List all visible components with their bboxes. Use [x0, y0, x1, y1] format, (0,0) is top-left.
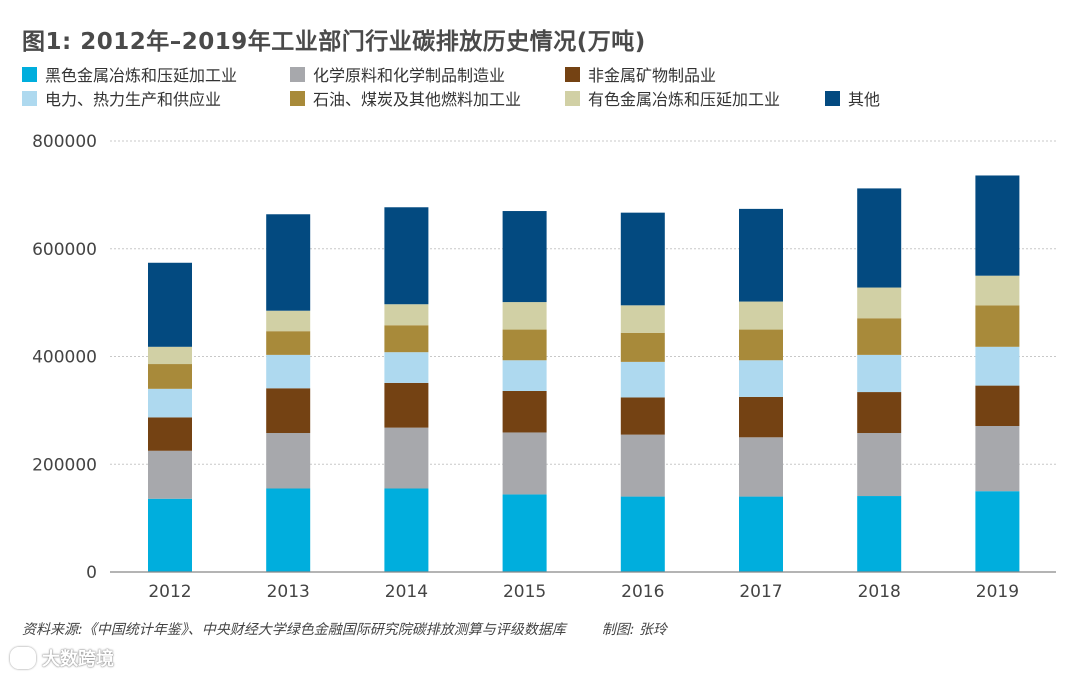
legend-swatch — [565, 66, 580, 82]
bar-segment — [384, 352, 429, 383]
bar-segment — [266, 310, 311, 332]
bar-segment — [620, 496, 665, 572]
legend-swatch — [290, 66, 305, 82]
source-note: 资料来源:《中国统计年鉴》、中央财经大学绿色金融国际研究院碳排放测算与评级数据库… — [22, 619, 667, 639]
x-tick-label: 2016 — [621, 582, 664, 602]
legend-item: 其他 — [825, 86, 880, 110]
bar-segment — [384, 427, 429, 489]
bar-segment — [620, 434, 665, 497]
bar-segment — [384, 382, 429, 428]
bar-segment — [384, 325, 429, 353]
legend-label: 黑色金属冶炼和压延加工业 — [45, 66, 238, 85]
bar-segment — [739, 437, 783, 497]
x-tick-label: 2014 — [385, 582, 428, 602]
y-tick-label: 600000 — [32, 240, 97, 260]
bar-segment — [857, 287, 902, 319]
bar-segment — [502, 360, 547, 391]
bar-segment — [620, 397, 665, 435]
legend-item: 黑色金属冶炼和压延加工业 — [22, 62, 237, 86]
bar-segment — [975, 275, 1020, 306]
bar-segment — [620, 305, 665, 333]
bar-segment — [502, 494, 547, 572]
bar-segment — [148, 498, 192, 572]
legend-swatch — [22, 66, 37, 82]
x-tick-label: 2017 — [739, 582, 782, 602]
legend-swatch — [825, 90, 840, 106]
legend-label: 石油、煤炭及其他燃料加工业 — [313, 90, 522, 109]
x-tick-label: 2013 — [267, 582, 310, 602]
bar-segment — [502, 432, 547, 495]
bar-segment — [148, 388, 192, 418]
bar-segment — [857, 392, 902, 434]
legend-label: 非金属矿物制品业 — [588, 66, 717, 85]
legend-swatch — [22, 90, 37, 106]
bar-segment — [739, 329, 783, 361]
bar-segment — [857, 188, 902, 288]
bar-segment — [148, 262, 192, 347]
bar-segment — [975, 385, 1020, 426]
bar-segment — [148, 450, 192, 499]
y-tick-label: 0 — [86, 563, 97, 583]
chart-title: 图1: 2012年–2019年工业部门行业碳排放历史情况(万吨) — [22, 29, 646, 55]
legend-label: 化学原料和化学制品制造业 — [313, 66, 506, 85]
bar-segment — [975, 491, 1020, 572]
bar-segment — [502, 390, 547, 433]
bar-segment — [857, 496, 902, 572]
bar-segment — [857, 354, 902, 393]
legend-label: 有色金属冶炼和压延加工业 — [588, 90, 781, 109]
bar-segment — [384, 304, 429, 326]
bar-segment — [266, 354, 311, 389]
legend-item: 非金属矿物制品业 — [565, 62, 716, 86]
bar-segment — [266, 433, 311, 489]
bar-segment — [857, 318, 902, 355]
bar-segment — [975, 346, 1020, 386]
bar-segment — [148, 364, 192, 389]
bar-segment — [502, 211, 547, 303]
x-tick-label: 2015 — [503, 582, 546, 602]
legend-item: 石油、煤炭及其他燃料加工业 — [290, 86, 521, 110]
bar-segment — [620, 332, 665, 362]
x-tick-label: 2019 — [976, 582, 1019, 602]
watermark-text: 大数跨境 — [42, 649, 114, 670]
bar-segment — [620, 212, 665, 306]
legend-item: 电力、热力生产和供应业 — [22, 86, 221, 110]
bar-segment — [384, 488, 429, 572]
y-tick-label: 400000 — [32, 348, 97, 368]
x-tick-label: 2012 — [148, 582, 191, 602]
bar-segment — [739, 301, 783, 330]
bar-segment — [975, 305, 1020, 347]
y-tick-label: 800000 — [32, 132, 97, 152]
legend-label: 其他 — [848, 90, 881, 109]
y-tick-label: 200000 — [32, 455, 97, 475]
source-text: 资料来源:《中国统计年鉴》、中央财经大学绿色金融国际研究院碳排放测算与评级数据库 — [22, 622, 566, 638]
bar-segment — [857, 433, 902, 497]
bar-segment — [148, 346, 192, 365]
bar-segment — [502, 329, 547, 361]
bar-segment — [739, 360, 783, 397]
legend-swatch — [565, 90, 580, 106]
legend-label: 电力、热力生产和供应业 — [45, 90, 222, 109]
bar-segment — [739, 208, 783, 302]
bar-segment — [266, 331, 311, 355]
bar-segment — [975, 175, 1020, 276]
legend-swatch — [290, 90, 305, 106]
bar-segment — [502, 302, 547, 330]
bar-segment — [266, 388, 311, 434]
bar-segment — [620, 361, 665, 398]
credit-text: 制图: 张玲 — [601, 622, 667, 638]
watermark-logo-icon — [10, 647, 36, 669]
legend-item: 有色金属冶炼和压延加工业 — [565, 86, 780, 110]
bar-segment — [266, 488, 311, 572]
x-tick-label: 2018 — [858, 582, 901, 602]
legend-item: 化学原料和化学制品制造业 — [290, 62, 505, 86]
bar-segment — [739, 396, 783, 438]
bar-segment — [266, 214, 311, 311]
bar-segment — [739, 496, 783, 572]
bar-segment — [384, 207, 429, 305]
watermark: 大数跨境 — [10, 645, 114, 671]
bar-segment — [148, 417, 192, 451]
bar-segment — [975, 425, 1020, 492]
